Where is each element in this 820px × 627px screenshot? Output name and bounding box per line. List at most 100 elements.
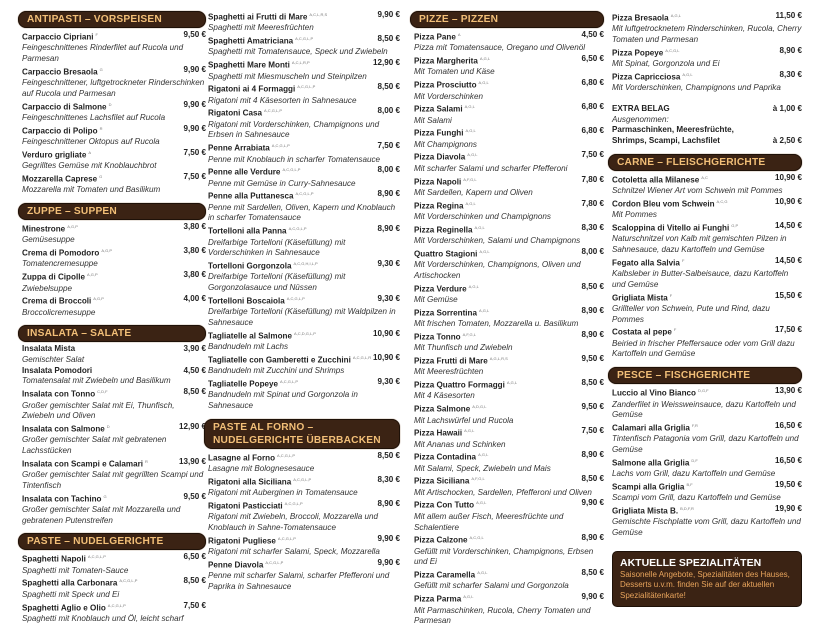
item-name-group: Penne alla Puttanesca A,C,G,L,P bbox=[208, 189, 314, 202]
item-description: Mit scharfer Salami und scharfer Pfeffer… bbox=[414, 163, 568, 173]
menu-item-row: Pizza Funghi A,G,L 6,80 € bbox=[414, 126, 604, 139]
item-price: 9,30 € bbox=[377, 376, 400, 386]
item-description: Spaghetti mit Miesmuscheln und Steinpilz… bbox=[208, 71, 367, 81]
item-description: Gefüllt mit Vorderschinken, Champignons,… bbox=[414, 546, 594, 567]
item-description: Mit frischen Tomaten, Mozzarella u. Basi… bbox=[414, 319, 579, 329]
menu-item: Salmone alla Griglia D,F 16,50 € Lachs vom … bbox=[612, 456, 802, 480]
item-name: Verduro grigliate bbox=[22, 150, 87, 160]
item-price: 16,50 € bbox=[774, 455, 802, 465]
item-name: Pizza Tonno bbox=[414, 332, 461, 342]
menu-item: Pizza Tonno A,F,G,L 8,90 € Mit Thunfisch un… bbox=[414, 330, 604, 354]
item-name-group: Spaghetti Mare Monti A,C,L,R,P bbox=[208, 58, 310, 71]
item-name: Penne Arrabiata bbox=[208, 143, 270, 153]
menu-item-row: Grigliata Mista B. B,D,F,R 19,90 € bbox=[612, 504, 802, 517]
item-description: Tintenfisch Patagonia vom Grill, dazu Ka… bbox=[612, 434, 799, 455]
item-name: Pizza Margherita bbox=[414, 56, 478, 66]
item-price: 9,50 € bbox=[183, 30, 206, 39]
menu-item: Pizza Verdure A,G,L 8,50 € Mit Gemüse bbox=[414, 282, 604, 306]
allergen-codes: D,G,F bbox=[697, 388, 709, 394]
item-price: 7,50 € bbox=[581, 426, 604, 436]
item-description: Mit allem außer Fisch, Meeresfrüchte und… bbox=[414, 511, 564, 532]
item-name-group: Tortelloni alla Panna A,C,G,L,P bbox=[208, 224, 307, 237]
item-price: 8,00 € bbox=[581, 246, 604, 256]
item-name: Pizza Reginella bbox=[414, 225, 473, 235]
item-price: 6,50 € bbox=[581, 54, 604, 64]
item-price: 8,90 € bbox=[779, 45, 802, 55]
item-description: Penne mit Knoblauch in scharfer Tomatens… bbox=[208, 154, 381, 164]
menu-item: Pizza Con Tutto A,G,L 9,90 € Mit allem auße… bbox=[414, 498, 604, 533]
item-name-group: Salmone alla Griglia D,F bbox=[612, 456, 698, 469]
item-name-group: Cordon Bleu vom Schwein A,C,G bbox=[612, 197, 727, 210]
menu-item-row: Insalata con Salmone D 12,90 € bbox=[22, 422, 206, 435]
item-name-group: Spaghetti Amatriciana A,C,G,L,P bbox=[208, 34, 313, 47]
menu-item: Penne alla Puttanesca A,C,G,L,P 8,90 € Penn… bbox=[208, 189, 400, 224]
item-price: 7,80 € bbox=[581, 174, 604, 184]
item-name: Tagliatelle Popeye bbox=[208, 379, 279, 389]
section-header: PIZZE – PIZZEN bbox=[410, 11, 604, 28]
allergen-codes: A,C,L,R,P bbox=[291, 60, 310, 66]
menu-item: Pizza Capricciosa A,G,L 8,30 € Mit Vordersc… bbox=[612, 70, 802, 94]
item-name: Insalata con Salmone bbox=[22, 424, 105, 434]
item-description: Mit Tomaten und Käse bbox=[414, 67, 495, 77]
allergen-codes: D,F bbox=[691, 457, 698, 463]
menu-item-row: Crema di Broccoli A,G,P 4,00 € bbox=[22, 294, 206, 307]
allergen-codes: A,C,G,L,P bbox=[295, 36, 314, 42]
extra-exceptions: Parmaschinken, Meeresfrüchte, Shrimps, S… bbox=[612, 125, 734, 146]
menu-item-row: Carpaccio di Salmone D 9,90 € bbox=[22, 100, 206, 113]
item-name: Rigatoni Pasticciati bbox=[208, 501, 283, 511]
menu-column-2: Spaghetti ai Frutti di Mare A,C,L,R,S 9,90… bbox=[204, 10, 400, 592]
menu-item-row: Calamari alla Griglia F,R 16,50 € bbox=[612, 421, 802, 434]
item-description: Gefüllt mit scharfer Salami und Gorgonzo… bbox=[414, 581, 569, 591]
menu-item-row: Tagliatelle con Gamberetti e Zucchini A,C… bbox=[208, 353, 400, 366]
menu-item: Pizza Calzone A,C,G,L 8,90 € Gefüllt mit Vo… bbox=[414, 533, 604, 568]
item-name: Penne Diavola bbox=[208, 560, 264, 570]
item-description: Spaghetti mit Meeresfrüchten bbox=[208, 23, 314, 33]
item-description: Mit Spinat, Gorgonzola und Ei bbox=[612, 59, 720, 69]
item-price: 8,90 € bbox=[581, 533, 604, 543]
item-name: Carpaccio di Polipo bbox=[22, 126, 98, 136]
item-name-group: Pizza Con Tutto A,G,L bbox=[414, 498, 486, 511]
item-name-group: Insalata Pomodori bbox=[22, 366, 92, 377]
item-name-group: Fegato alla Salvia F bbox=[612, 256, 684, 269]
item-name: Tagliatelle con Gamberetti e Zucchini bbox=[208, 355, 351, 365]
menu-item: Spaghetti alla Carbonara A,C,G,L,P 8,50 € S… bbox=[22, 576, 206, 600]
item-name: Pizza Sorrentina bbox=[414, 308, 477, 318]
item-description: Schnitzel Wiener Art vom Schwein mit Pom… bbox=[612, 186, 783, 196]
allergen-codes: G bbox=[103, 493, 107, 499]
item-name: Pizza Con Tutto bbox=[414, 501, 475, 511]
item-name: Penne alle Verdure bbox=[208, 167, 281, 177]
item-price: 6,80 € bbox=[581, 126, 604, 136]
menu-item: Spaghetti ai Frutti di Mare A,C,L,R,S 9,90… bbox=[208, 10, 400, 34]
item-name: Cotoletta alla Milanese bbox=[612, 175, 700, 185]
allergen-codes: A,C,G,L,P bbox=[107, 602, 126, 608]
item-name-group: Pizza Sorrentina A,G,L bbox=[414, 306, 489, 319]
item-name-group: Tagliatelle al Salmone A,C,D,G,L,P bbox=[208, 329, 316, 342]
menu-item-row: Carpaccio Cipriani F 9,50 € bbox=[22, 30, 206, 43]
menu-item: Tagliatelle Popeye A,C,G,L,P 9,30 € Bandnud… bbox=[208, 377, 400, 412]
allergen-codes: A,F,G,L bbox=[471, 476, 485, 482]
item-name-group: Zuppa di Cipolle A,G,P bbox=[22, 270, 98, 283]
item-description: Feingeschnittener, luftgetrockneter Rind… bbox=[22, 78, 205, 98]
menu-item: Pizza Popeye A,C,G,L 8,90 € Mit Spinat, Gor… bbox=[612, 46, 802, 70]
item-name-group: Insalata con Tonno C,D,F bbox=[22, 387, 108, 400]
item-price: 8,50 € bbox=[377, 34, 400, 44]
item-name: Scaloppina di Vitello ai Funghi bbox=[612, 223, 730, 233]
menu-item-row: Penne Arrabiata A,C,G,L,P 7,50 € bbox=[208, 141, 400, 154]
item-price: 8,00 € bbox=[377, 106, 400, 116]
item-name: Pizza Popeye bbox=[612, 48, 664, 58]
menu-item-row: Pizza Frutti di Mare A,G,L,R,S 9,50 € bbox=[414, 354, 604, 367]
allergen-codes: A,C,G,L,P bbox=[277, 535, 296, 541]
item-name-group: Penne Arrabiata A,C,G,L,P bbox=[208, 141, 290, 154]
allergen-codes: A,F,G,L bbox=[462, 331, 476, 337]
item-name: Cordon Bleu vom Schwein bbox=[612, 199, 715, 209]
item-price: 8,00 € bbox=[377, 165, 400, 175]
menu-item: Penne alle Verdure A,C,G,L,P 8,00 € Penne m… bbox=[208, 165, 400, 189]
menu-column-3: PIZZE – PIZZEN Pizza Pane A 4,50 € Pizza mit… bbox=[410, 11, 604, 627]
item-name: Carpaccio Cipriani bbox=[22, 32, 94, 42]
allergen-codes: F,R bbox=[691, 422, 698, 428]
item-price: 8,90 € bbox=[581, 329, 604, 339]
menu-item: Pizza Sorrentina A,G,L 8,90 € Mit frischen … bbox=[414, 306, 604, 330]
item-name-group: Rigatoni Casa A,C,G,L,P bbox=[208, 106, 282, 119]
item-description: Dreifarbige Tortelloni (Käsefüllung) mit… bbox=[208, 237, 346, 258]
menu-item-row: Pizza Sorrentina A,G,L 8,90 € bbox=[414, 306, 604, 319]
